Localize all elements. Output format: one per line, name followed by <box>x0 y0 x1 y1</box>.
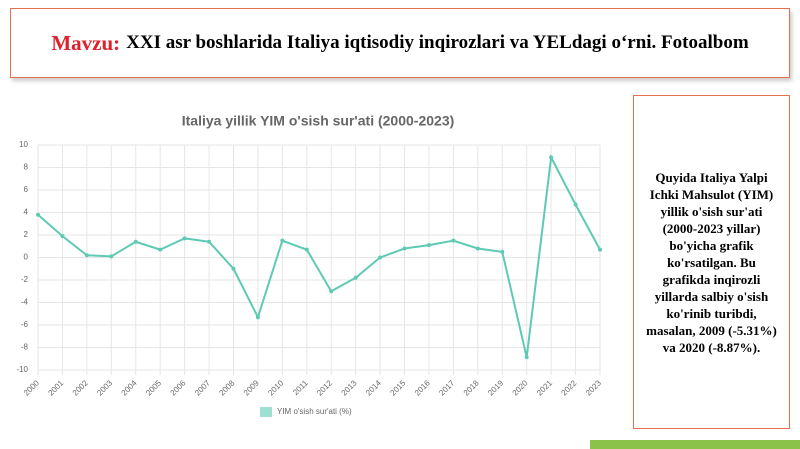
point <box>402 246 407 251</box>
y-tick-label: 6 <box>24 185 29 194</box>
header-label: Mavzu: <box>51 30 121 55</box>
y-tick-label: -10 <box>16 365 28 374</box>
chart-bg <box>15 95 615 449</box>
point <box>524 355 529 360</box>
point <box>451 238 456 243</box>
point <box>329 289 334 294</box>
point <box>182 236 187 241</box>
point <box>133 239 138 244</box>
point <box>573 202 578 207</box>
point <box>598 247 602 252</box>
point <box>378 255 383 260</box>
y-tick-label: 2 <box>24 230 29 239</box>
header-title: XXI asr boshlarida Italiya iqtisodiy inq… <box>126 32 749 53</box>
point <box>84 253 89 258</box>
side-text: Quyida Italiya Yalpi Ichki Mahsulot (YIM… <box>633 95 790 429</box>
header: Mavzu: XXI asr boshlarida Italiya iqtisod… <box>10 8 790 78</box>
y-tick-label: -8 <box>21 343 29 352</box>
point <box>158 247 163 252</box>
point <box>60 234 65 239</box>
y-tick-label: -6 <box>21 320 29 329</box>
point <box>304 247 309 252</box>
legend-swatch <box>260 407 272 417</box>
point <box>255 315 260 320</box>
chart: Italiya yillik YIM o'sish sur'ati (2000-… <box>15 95 615 449</box>
legend-label: YIM o'sish sur'ati (%) <box>277 407 352 416</box>
y-tick-label: 10 <box>19 140 28 149</box>
decor-bar <box>590 440 800 449</box>
chart-title: Italiya yillik YIM o'sish sur'ati (2000-… <box>182 113 455 129</box>
y-tick-label: 8 <box>24 163 29 172</box>
y-tick-label: -4 <box>21 298 29 307</box>
point <box>36 212 40 217</box>
y-tick-label: 0 <box>24 253 29 262</box>
line <box>37 154 601 358</box>
y-tick-label: 4 <box>24 208 29 217</box>
point <box>280 238 285 243</box>
point <box>207 239 212 244</box>
point <box>231 266 236 271</box>
point <box>500 249 505 254</box>
y-tick-label: -2 <box>21 275 29 284</box>
point <box>475 246 480 251</box>
point <box>426 243 431 248</box>
point <box>353 275 358 280</box>
point <box>549 155 554 160</box>
point <box>109 254 114 259</box>
